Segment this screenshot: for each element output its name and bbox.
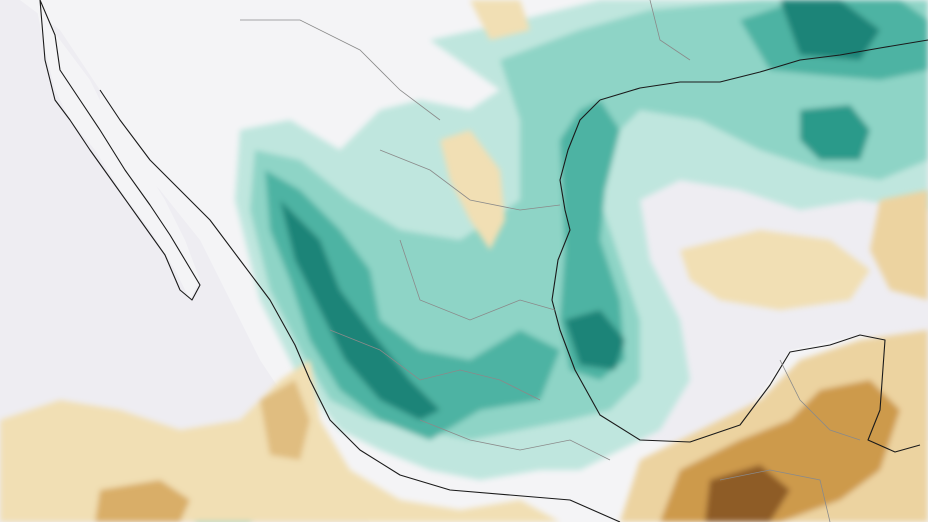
border-line	[329, 329, 541, 401]
dry-guatemala	[705, 465, 790, 522]
state-borders	[240, 0, 861, 522]
wet-gulf-coast	[560, 100, 625, 380]
wet-gulf-center	[800, 105, 870, 160]
us-gulf-coast	[599, 39, 928, 101]
baja-california	[35, 0, 200, 300]
wet-central	[265, 170, 560, 440]
wet-anomaly	[195, 0, 928, 522]
dry-nuevo-leon	[440, 130, 505, 250]
wet-sierra	[280, 200, 440, 420]
coastlines	[39, 0, 928, 522]
baja-coast	[39, 0, 201, 301]
wet-louisiana	[780, 0, 880, 60]
border-line	[649, 0, 691, 61]
border-line	[779, 359, 861, 441]
dry-pacific-medium	[95, 480, 190, 522]
dry-coast	[260, 380, 310, 460]
border-line	[379, 149, 561, 211]
border-line	[399, 239, 556, 321]
mexico-gulf-coast	[551, 99, 921, 453]
border-line	[240, 19, 441, 121]
border-line	[719, 469, 831, 522]
border-line	[419, 419, 611, 461]
dry-texas	[470, 0, 530, 40]
wet-veracruz	[565, 310, 625, 370]
dry-east	[870, 190, 928, 300]
dry-caribbean	[680, 230, 870, 310]
mexico-pacific-coast	[99, 89, 621, 522]
